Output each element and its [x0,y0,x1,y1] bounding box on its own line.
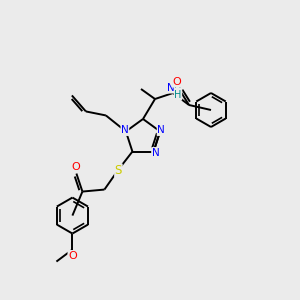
Text: N: N [157,125,165,135]
Text: O: O [71,162,80,172]
Text: O: O [172,77,182,87]
Text: O: O [68,250,77,261]
Text: N: N [121,125,129,135]
Text: H: H [174,80,182,90]
Text: N: N [152,148,160,158]
Text: N: N [167,83,175,93]
Text: S: S [115,164,122,177]
Text: H: H [174,90,182,100]
